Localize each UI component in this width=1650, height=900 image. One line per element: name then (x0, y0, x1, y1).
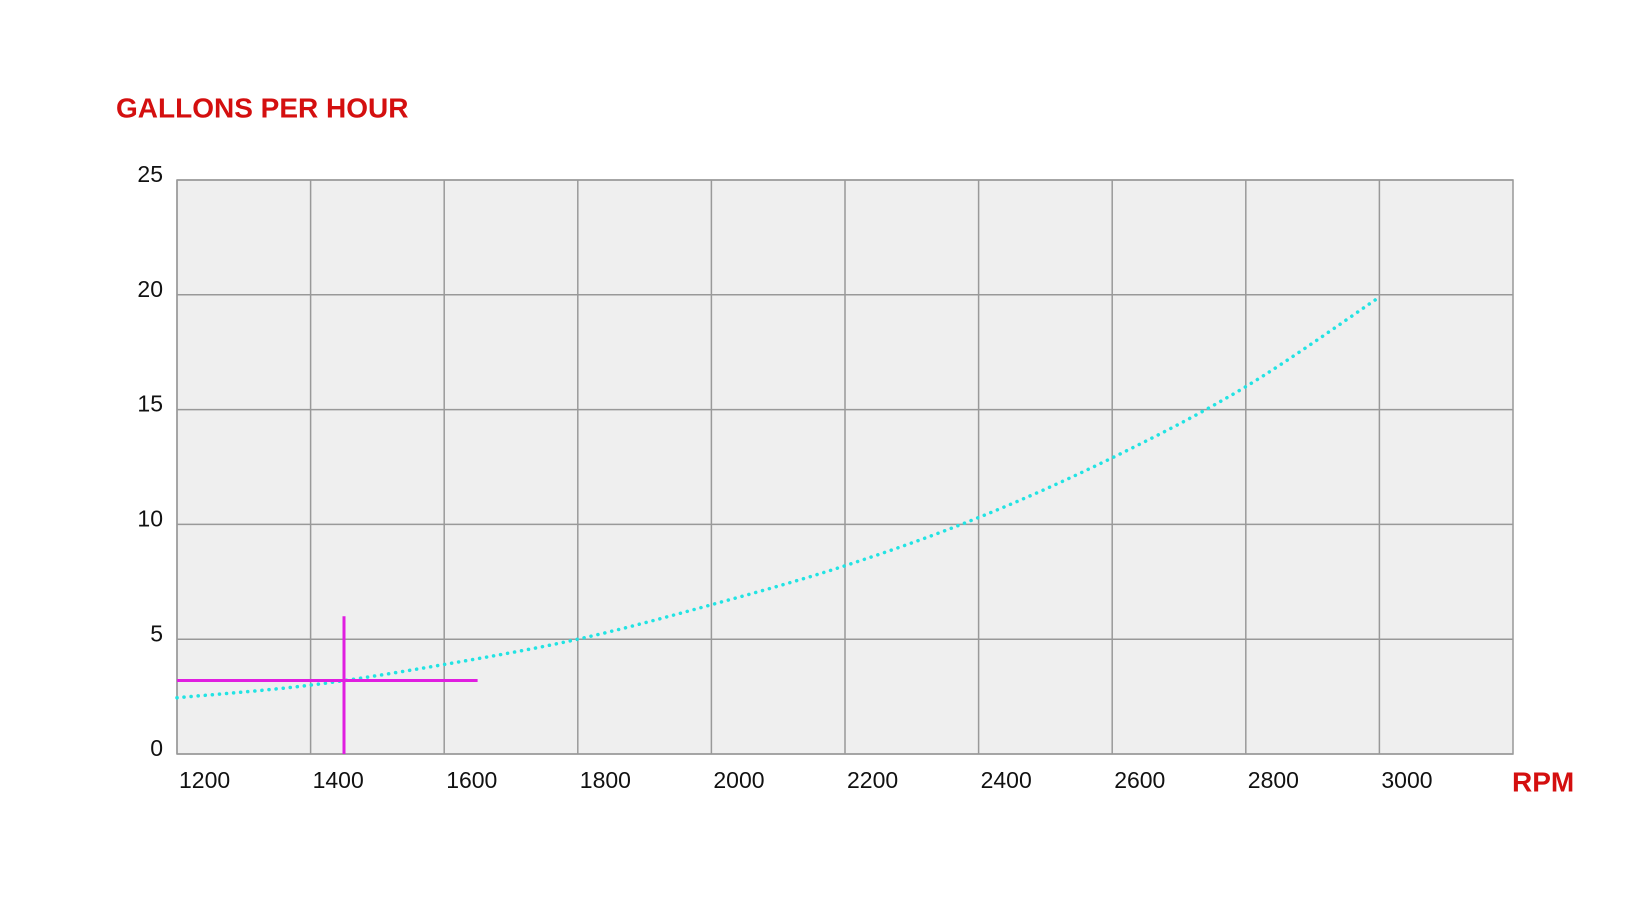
x-tick-label: 3000 (1381, 767, 1432, 793)
x-tick-label: 2800 (1248, 767, 1299, 793)
y-axis-title: GALLONS PER HOUR (116, 92, 408, 123)
y-tick-label: 0 (150, 735, 163, 761)
y-tick-label: 20 (137, 276, 163, 302)
y-tick-label: 10 (137, 505, 163, 531)
x-tick-label: 1400 (313, 767, 364, 793)
y-tick-label: 5 (150, 620, 163, 646)
y-tick-label: 25 (137, 161, 163, 187)
y-tick-label: 15 (137, 391, 163, 417)
x-tick-label: 1200 (179, 767, 230, 793)
data-line (175, 295, 1382, 700)
x-tick-label: 1600 (446, 767, 497, 793)
x-tick-label: 2400 (981, 767, 1032, 793)
x-tick-label: 2200 (847, 767, 898, 793)
x-tick-label: 2600 (1114, 767, 1165, 793)
x-axis-title: RPM (1512, 766, 1574, 797)
x-tick-label: 2000 (713, 767, 764, 793)
x-tick-label: 1800 (580, 767, 631, 793)
